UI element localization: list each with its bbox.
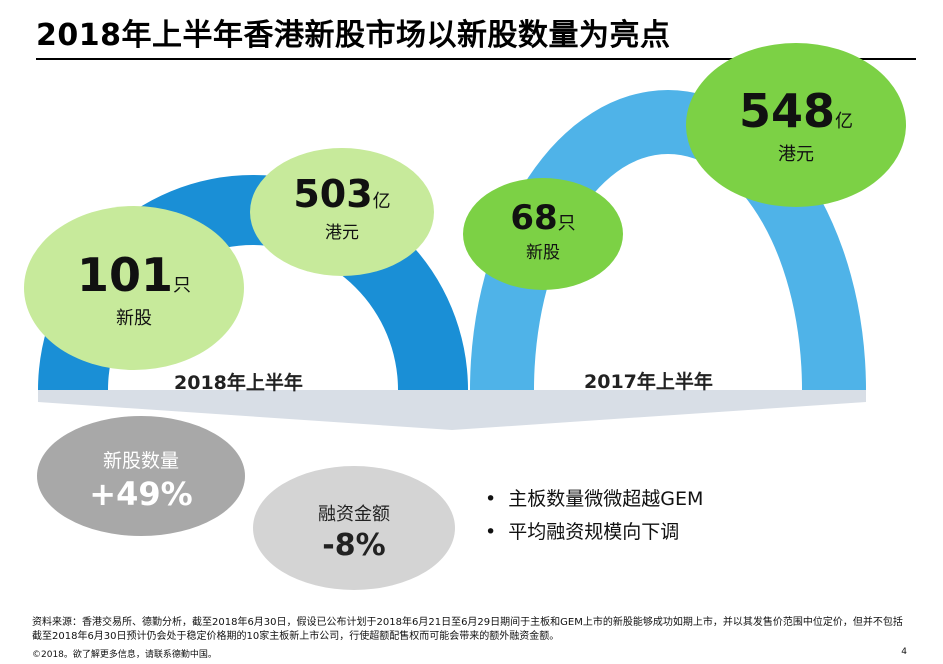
bubble-2018-funds [250,148,434,276]
stat-2018-funds: 503亿 港元 [252,172,432,243]
value: +49% [89,475,193,513]
unit: 亿 [835,111,854,132]
bullet-item: 平均融资规模向下调 [485,517,703,544]
page-number: 4 [901,647,907,657]
value: 548 [738,84,836,138]
stat-2017-funds: 548亿 港元 [696,84,896,166]
unit: 亿 [372,191,391,212]
value: 101 [76,248,174,302]
value: -8% [322,528,386,563]
unit: 只 [557,213,576,234]
stat-2017-ipo-count: 68只 新股 [473,198,613,263]
circle-funds-change [253,466,455,590]
caption: 港元 [325,223,359,243]
count-change: 新股数量 +49% [41,446,241,513]
bubble-2017-count [463,178,623,290]
stat-2018-ipo-count: 101只 新股 [34,248,234,330]
summary-band [38,390,866,430]
label: 融资金额 [318,504,390,525]
bullet-item: 主板数量微微超越GEM [485,484,703,511]
caption: 港元 [778,144,814,165]
page-title: 2018年上半年香港新股市场以新股数量为亮点 [36,18,671,53]
unit: 只 [173,275,192,296]
bubble-2018-count [24,206,244,370]
caption: 新股 [526,243,560,263]
bubble-2017-funds [686,43,906,207]
caption: 新股 [116,308,152,329]
key-points: 主板数量微微超越GEM 平均融资规模向下调 [485,484,703,550]
period-label-2017: 2017年上半年 [584,371,713,393]
value: 503 [293,172,373,216]
copyright-footer: ©2018。欲了解更多信息，请联系德勤中国。 [32,650,217,660]
value: 68 [510,198,558,238]
source-note: 资料来源：香港交易所、德勤分析，截至2018年6月30日，假设已公布计划于201… [32,617,903,642]
funds-change: 融资金额 -8% [254,500,454,563]
title-divider [36,58,916,60]
label: 新股数量 [102,450,179,472]
circle-count-change [37,416,245,536]
period-label-2018: 2018年上半年 [174,372,303,394]
